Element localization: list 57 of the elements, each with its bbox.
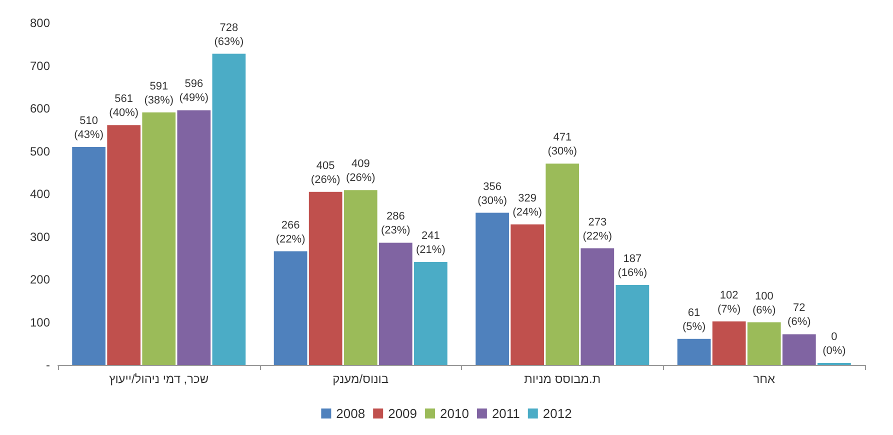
bar [580,248,614,365]
y-tick-label: 800 [30,16,50,30]
bar [212,54,246,365]
bar [177,110,211,365]
y-tick-label: 600 [30,102,50,116]
bar [747,322,781,365]
bar [344,190,378,365]
data-label: 356 (30%) [478,180,507,207]
y-tick-label: 400 [30,187,50,201]
data-label: 591 (38%) [144,80,174,106]
data-label: 510 (43%) [74,114,104,141]
data-label: 273 (22%) [582,216,612,242]
y-tick-label: 700 [30,58,50,73]
data-label: 241 (21%) [416,230,446,256]
x-tick-label: ת.מבוסס מניות [524,372,601,386]
data-label: 61 (5%) [682,306,706,333]
bar [274,251,308,365]
bar [72,146,106,365]
data-label: 405 (26%) [310,160,340,186]
data-label: 0 (0%) [822,331,846,357]
bar [616,285,650,365]
data-label: 728 (63%) [214,22,244,48]
legend-label: 2008 [336,406,366,421]
data-label: 266 (22%) [276,219,306,246]
bar [782,334,816,365]
data-label: 286 (23%) [380,210,410,237]
x-tick-label: אחר [753,372,776,386]
x-tick-label: בונוס/מענק [332,372,389,386]
y-tick-label: 300 [30,230,50,244]
data-label: 596 (49%) [179,78,209,104]
x-tick-label: שכר, דמי ניהול/ייעוץ [109,372,209,386]
data-label: 100 (6%) [752,290,776,316]
legend-label: 2011 [492,406,520,421]
y-tick-label: 500 [30,144,50,158]
legend-label: 2010 [440,406,469,421]
bar [414,262,448,365]
bar [142,112,176,365]
bar [677,338,711,365]
bar [712,321,746,365]
data-label: 471 (30%) [548,132,578,158]
bar [107,125,141,365]
y-tick-label: 200 [30,272,50,286]
data-label: 561 (40%) [109,93,139,120]
bar [308,192,342,365]
data-label: 72 (6%) [788,302,811,328]
bar [546,164,580,365]
data-label: 102 (7%) [717,289,741,316]
bar [510,224,544,365]
legend-label: 2009 [388,406,418,421]
bar [378,242,412,365]
data-label: 329 (24%) [512,192,542,218]
bar [476,212,509,365]
legend-label: 2012 [542,406,572,421]
y-tick-label: 100 [30,315,50,330]
data-label: 187 (16%) [618,253,648,280]
data-label: 409 (26%) [346,158,376,184]
y-tick-label: - [46,358,50,372]
